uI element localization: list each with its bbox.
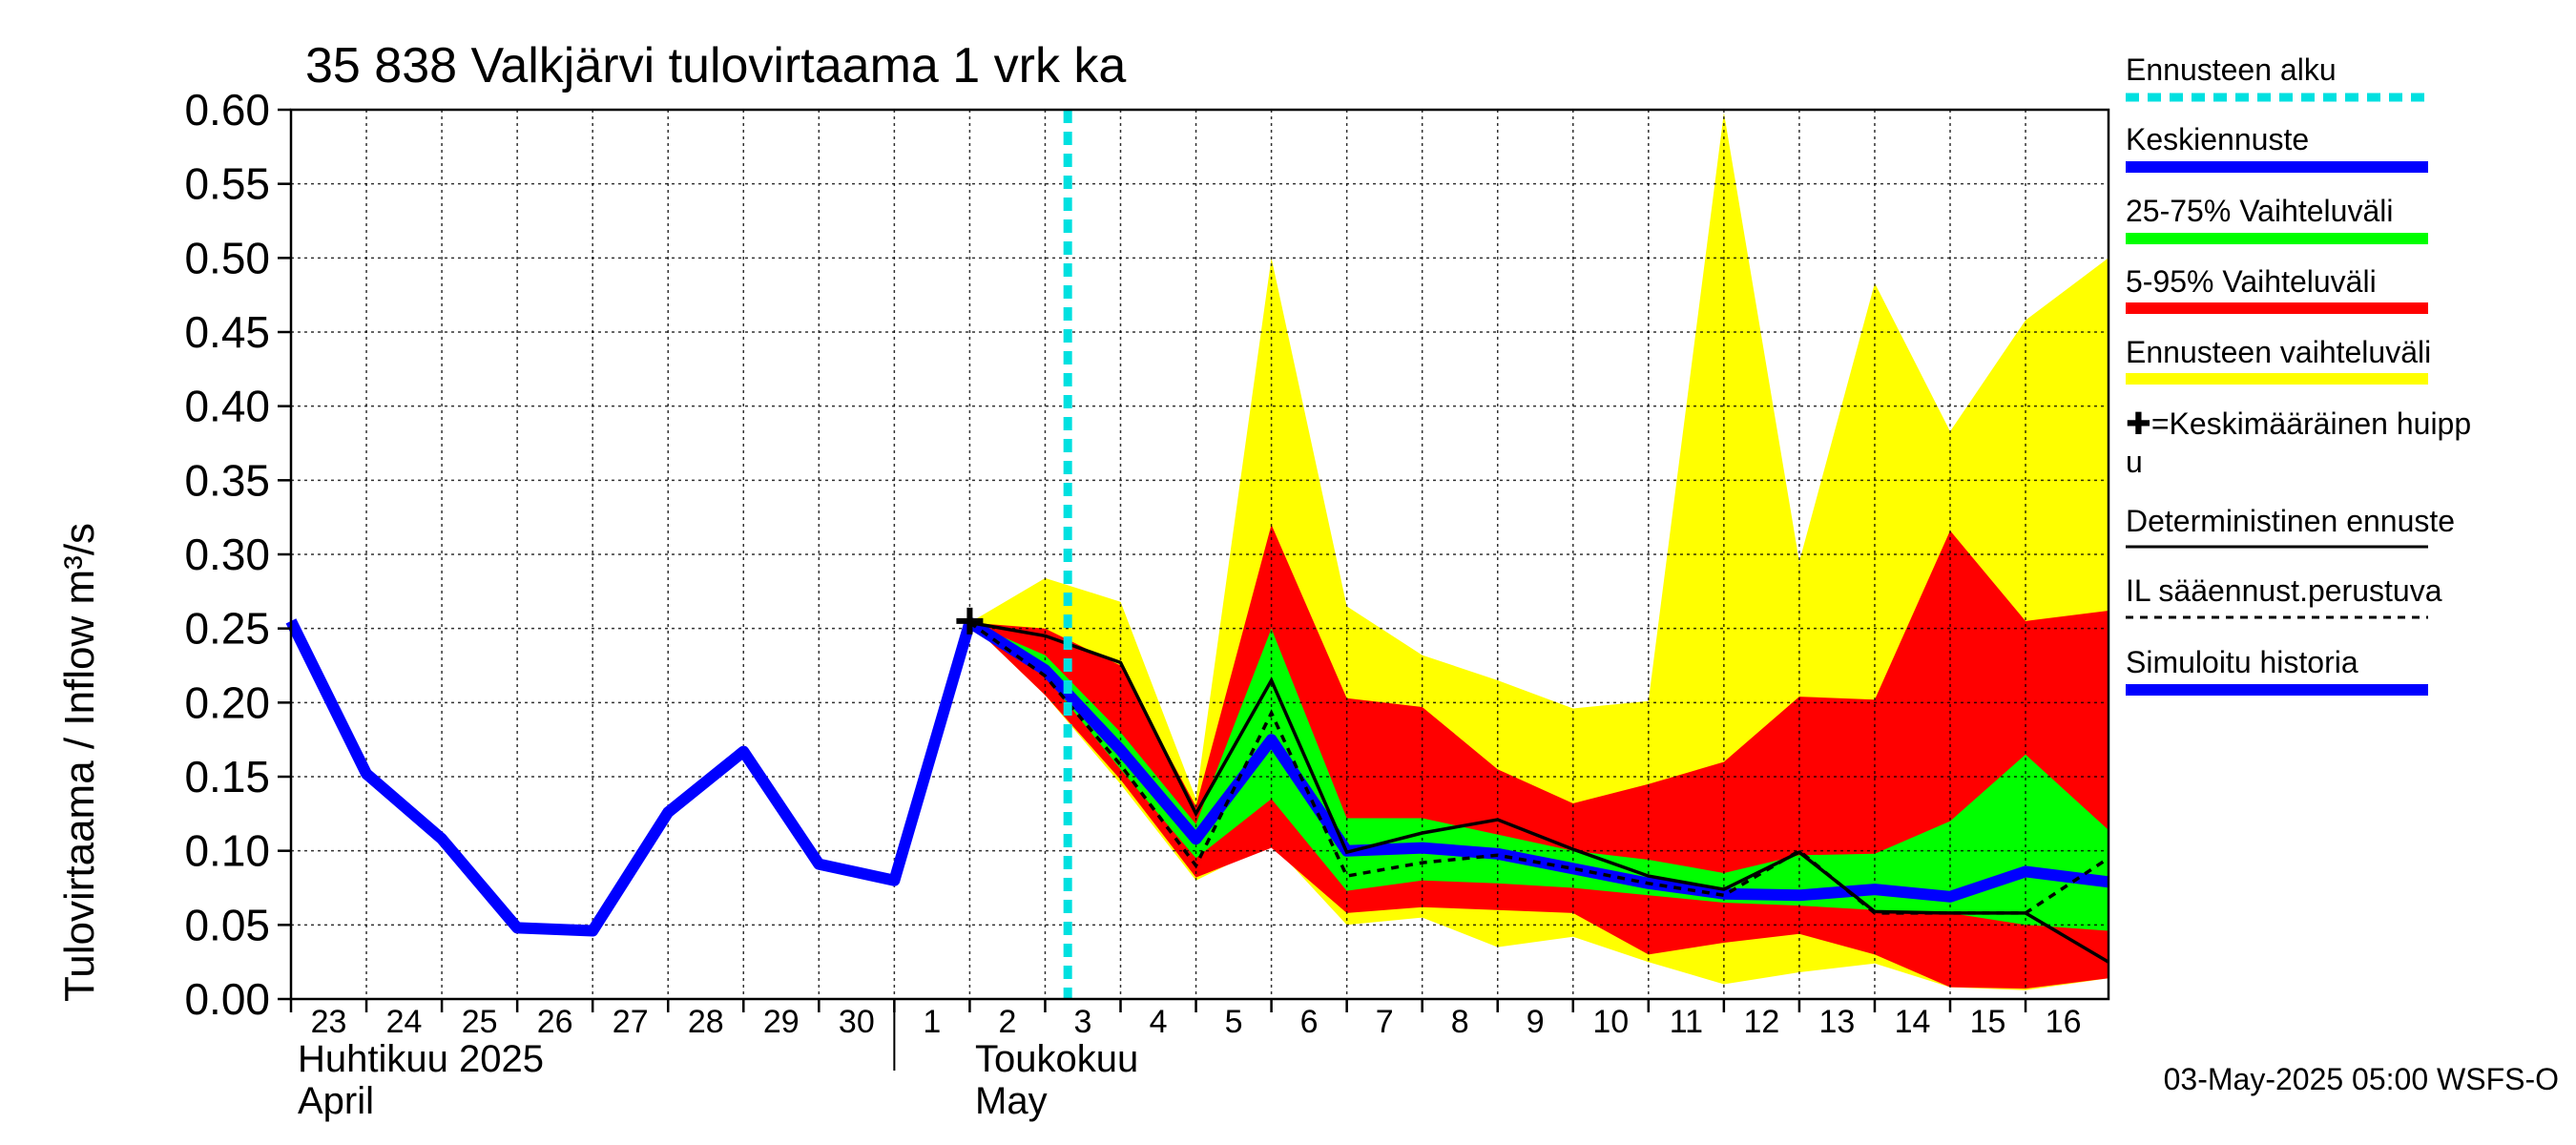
x-tick-label: 28 xyxy=(688,1004,724,1040)
month-label-may-en: May xyxy=(975,1080,1048,1122)
mean-peak-marker xyxy=(956,607,984,635)
month-label-april-en: April xyxy=(298,1080,374,1122)
y-tick-label: 0.40 xyxy=(184,382,270,431)
simulated-history-line xyxy=(285,618,976,937)
legend-label: Deterministinen ennuste xyxy=(2126,504,2455,538)
x-tick-label: 10 xyxy=(1592,1004,1629,1040)
x-tick-label: 12 xyxy=(1743,1004,1779,1040)
x-tick-label: 5 xyxy=(1225,1004,1243,1040)
legend-label: ✚=Keskimääräinen huipp xyxy=(2126,406,2471,441)
x-tick-label: 16 xyxy=(2046,1004,2082,1040)
month-label-april-fi: Huhtikuu 2025 xyxy=(298,1038,544,1080)
x-tick-label: 23 xyxy=(311,1004,347,1040)
legend-label: 25-75% Vaihteluväli xyxy=(2126,194,2393,228)
footer-timestamp: 03-May-2025 05:00 WSFS-O xyxy=(2164,1062,2559,1096)
legend: Ennusteen alku Keskiennuste 25-75% Vaihtel… xyxy=(2126,52,2471,696)
y-tick-label: 0.00 xyxy=(184,974,270,1024)
x-tick-label: 13 xyxy=(1819,1004,1856,1040)
y-tick-label: 0.10 xyxy=(184,826,270,876)
y-tick-label: 0.30 xyxy=(184,530,270,579)
x-tick-label: 7 xyxy=(1376,1004,1394,1040)
x-tick-label: 24 xyxy=(386,1004,423,1040)
legend-label: Keskiennuste xyxy=(2126,122,2309,156)
x-tick-label: 25 xyxy=(462,1004,498,1040)
chart-title: 35 838 Valkjärvi tulovirtaama 1 vrk ka xyxy=(305,38,1126,94)
deterministic-forecast-line xyxy=(969,620,2109,964)
y-tick-label: 0.45 xyxy=(184,307,270,357)
series-lines xyxy=(285,110,2109,999)
x-tick-label: 6 xyxy=(1300,1004,1319,1040)
y-tick-label: 0.05 xyxy=(184,900,270,949)
x-tick-label: 4 xyxy=(1150,1004,1168,1040)
legend-label: IL sääennust.perustuva xyxy=(2126,573,2442,608)
legend-label: Simuloitu historia xyxy=(2126,645,2358,679)
y-tick-label: 0.35 xyxy=(184,455,270,505)
legend-label: Ennusteen vaihteluväli xyxy=(2126,335,2431,369)
x-tick-label: 14 xyxy=(1895,1004,1931,1040)
legend-label: 5-95% Vaihteluväli xyxy=(2126,264,2377,299)
y-tick-label: 0.20 xyxy=(184,677,270,727)
x-tick-label: 29 xyxy=(763,1004,800,1040)
y-axis-label: Tulovirtaama / Inflow m³/s xyxy=(56,523,103,1002)
y-tick-label: 0.60 xyxy=(184,85,270,135)
y-tick-label: 0.25 xyxy=(184,604,270,654)
y-tick-label: 0.50 xyxy=(184,233,270,282)
x-tick-label: 15 xyxy=(1970,1004,2006,1040)
x-tick-label: 27 xyxy=(613,1004,649,1040)
x-tick-label: 8 xyxy=(1451,1004,1469,1040)
grid-lines xyxy=(291,109,2109,999)
band-25-75 xyxy=(969,622,2109,931)
legend-label-wrap: u xyxy=(2126,445,2143,479)
axes xyxy=(278,108,2110,1071)
y-tick-label: 0.55 xyxy=(184,159,270,209)
x-tick-label: 3 xyxy=(1074,1004,1092,1040)
x-tick-label: 11 xyxy=(1670,1004,1703,1040)
x-tick-label: 1 xyxy=(923,1004,941,1040)
x-tick-label: 2 xyxy=(998,1004,1016,1040)
y-tick-label: 0.15 xyxy=(184,752,270,802)
legend-label: Ennusteen alku xyxy=(2126,52,2337,87)
x-tick-label: 9 xyxy=(1527,1004,1545,1040)
y-tick-labels: 0.00 0.05 0.10 0.15 0.20 0.25 0.30 0.35 0.40 0.45… xyxy=(184,85,270,1024)
x-tick-label: 26 xyxy=(537,1004,573,1040)
x-tick-labels: 23 24 25 26 27 28 29 30 1 2 3 4 5 6 7 8 9 10 11 12 13 14 15 16 xyxy=(311,1004,2082,1040)
x-tick-label: 30 xyxy=(839,1004,875,1040)
month-label-may-fi: Toukokuu xyxy=(975,1038,1138,1080)
